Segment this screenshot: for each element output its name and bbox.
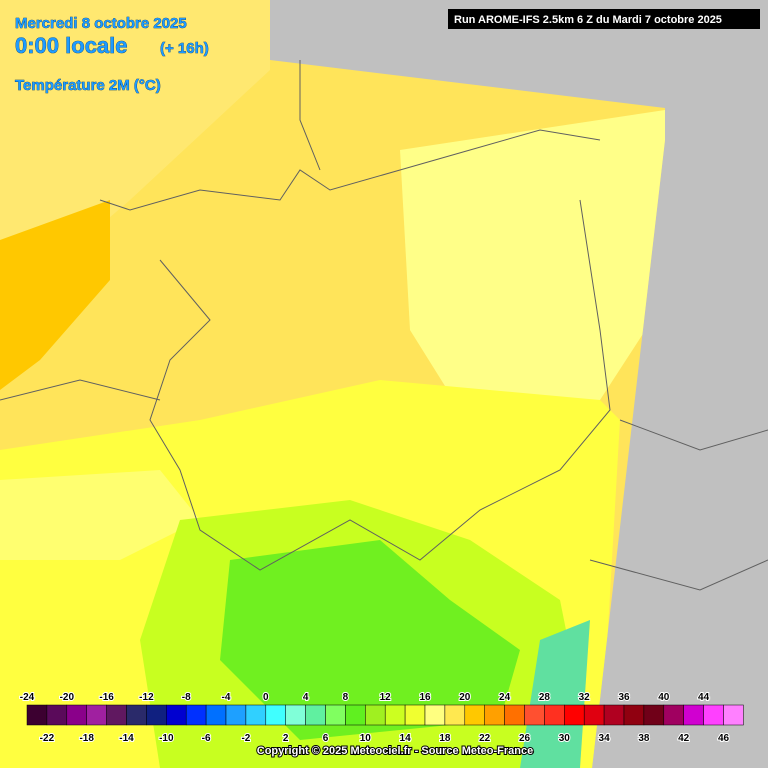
legend-swatch: [26, 704, 48, 726]
legend-tick-label: 6: [323, 733, 329, 744]
legend-swatch: [345, 704, 366, 726]
legend-tick-label: -22: [40, 733, 55, 744]
legend-tick-label: 44: [698, 692, 710, 703]
legend-tick-label: -4: [222, 692, 231, 703]
legend-tick-label: -6: [202, 733, 211, 744]
run-label: Run AROME-IFS 2.5km 6 Z du Mardi 7 octob…: [454, 14, 722, 26]
legend-tick-label: 42: [678, 733, 690, 744]
copyright: Copyright © 2025 Meteociel.fr - Source M…: [257, 745, 533, 757]
legend-tick-label: 28: [539, 692, 551, 703]
legend-swatch: [703, 704, 724, 726]
legend-swatch: [464, 704, 485, 726]
legend-tick-label: 34: [599, 733, 611, 744]
legend-swatch: [285, 704, 306, 726]
borders: [0, 60, 768, 591]
legend-tick-label: 46: [718, 733, 730, 744]
legend-tick-label: -12: [139, 692, 154, 703]
legend-tick-label: 22: [479, 733, 491, 744]
legend-swatch: [225, 704, 247, 726]
legend-tick-label: 18: [439, 733, 451, 744]
legend-swatch: [86, 704, 107, 726]
legend-tick-label: 38: [638, 733, 650, 744]
time-label: 0:00 locale: [15, 33, 128, 58]
legend-tick-label: -18: [79, 733, 94, 744]
legend: -24-22-20-18-16-14-12-10-8-6-4-202468101…: [19, 691, 744, 745]
legend-tick-label: -10: [159, 733, 174, 744]
run-box: [448, 9, 760, 29]
legend-tick-label: 20: [459, 692, 471, 703]
legend-swatch: [484, 704, 505, 726]
legend-swatch: [683, 704, 704, 726]
legend-swatch: [623, 704, 645, 726]
legend-tick-label: -14: [119, 733, 134, 744]
legend-swatch: [305, 704, 326, 726]
legend-swatch: [544, 704, 565, 726]
legend-tick-label: 14: [400, 733, 412, 744]
legend-tick-label: 32: [579, 692, 591, 703]
legend-tick-label: -20: [60, 692, 75, 703]
legend-swatch: [564, 704, 585, 726]
legend-tick-label: 24: [499, 692, 511, 703]
legend-swatch: [643, 704, 665, 726]
date-label: Mercredi 8 octobre 2025: [15, 15, 187, 32]
legend-tick-label: 8: [343, 692, 349, 703]
legend-swatch: [46, 704, 68, 726]
legend-tick-label: -2: [241, 733, 250, 744]
legend-swatch: [424, 704, 446, 726]
legend-swatch: [444, 704, 466, 726]
legend-tick-label: -8: [182, 692, 191, 703]
legend-swatch: [146, 704, 167, 726]
legend-swatch: [66, 704, 87, 726]
legend-swatch: [504, 704, 525, 726]
legend-tick-label: -24: [20, 692, 35, 703]
legend-swatch: [265, 704, 286, 726]
legend-swatch: [245, 704, 267, 726]
legend-tick-label: -16: [99, 692, 114, 703]
legend-swatch: [663, 704, 684, 726]
legend-tick-label: 26: [519, 733, 531, 744]
legend-tick-label: 36: [618, 692, 630, 703]
legend-tick-label: 16: [419, 692, 431, 703]
legend-swatch: [365, 704, 386, 726]
legend-swatch: [723, 704, 744, 726]
legend-swatch: [583, 704, 605, 726]
legend-swatch: [524, 704, 545, 726]
legend-tick-label: 30: [559, 733, 571, 744]
legend-tick-label: 40: [658, 692, 670, 703]
legend-swatch: [603, 704, 625, 726]
legend-swatch: [166, 704, 187, 726]
legend-tick-label: 0: [263, 692, 269, 703]
legend-swatch: [404, 704, 426, 726]
legend-swatch: [185, 704, 207, 726]
legend-tick-label: 10: [360, 733, 372, 744]
parameter-label: Température 2M (°C): [15, 77, 161, 94]
offset-label: (+ 16h): [160, 40, 209, 57]
legend-swatch: [106, 704, 127, 726]
legend-swatch: [126, 704, 147, 726]
legend-tick-label: 4: [303, 692, 309, 703]
legend-tick-label: 2: [283, 733, 289, 744]
legend-swatch: [384, 704, 406, 726]
legend-swatch: [205, 704, 227, 726]
legend-swatch: [325, 704, 346, 726]
legend-tick-label: 12: [380, 692, 392, 703]
